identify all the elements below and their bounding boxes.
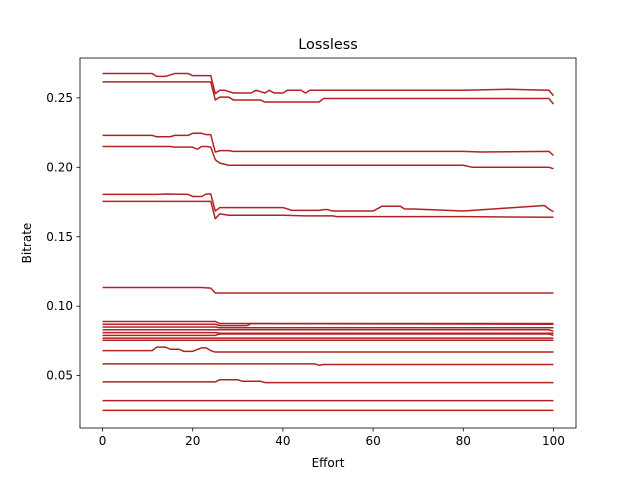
y-tick-label: 0.20 (46, 160, 73, 174)
series-line-18 (102, 379, 554, 384)
series-line-3 (102, 132, 554, 157)
series-line-7 (102, 286, 554, 294)
series-line-2 (102, 81, 555, 105)
chart-title: Lossless (298, 37, 357, 53)
series-line-16 (102, 346, 554, 353)
series-layer (102, 72, 555, 412)
series-line-6 (102, 200, 554, 220)
y-tick-label: 0.15 (46, 230, 73, 244)
y-tick-label: 0.05 (46, 369, 73, 383)
plot-frame (79, 57, 577, 429)
series-line-1 (102, 72, 555, 97)
x-tick-label: 80 (456, 434, 471, 448)
x-tick-label: 20 (185, 434, 200, 448)
series-line-4 (102, 145, 554, 170)
y-axis: 0.05 0.10 0.15 0.20 0.25 (46, 91, 80, 383)
series-line-12 (102, 331, 554, 335)
series-line-11 (102, 329, 554, 332)
x-axis-label: Effort (312, 456, 345, 470)
x-axis: 0 20 40 60 80 100 (99, 428, 565, 448)
x-tick-label: 0 (99, 434, 107, 448)
x-tick-label: 60 (365, 434, 380, 448)
x-tick-label: 40 (275, 434, 290, 448)
y-tick-label: 0.10 (46, 299, 73, 313)
y-axis-label: Bitrate (20, 223, 34, 264)
series-line-17 (102, 363, 554, 366)
series-line-13 (102, 333, 554, 337)
series-line-10 (102, 326, 554, 329)
plot-area (80, 58, 576, 428)
series-line-9 (102, 322, 554, 327)
series-line-5 (102, 193, 554, 213)
x-tick-label: 100 (542, 434, 565, 448)
y-tick-label: 0.25 (46, 91, 73, 105)
